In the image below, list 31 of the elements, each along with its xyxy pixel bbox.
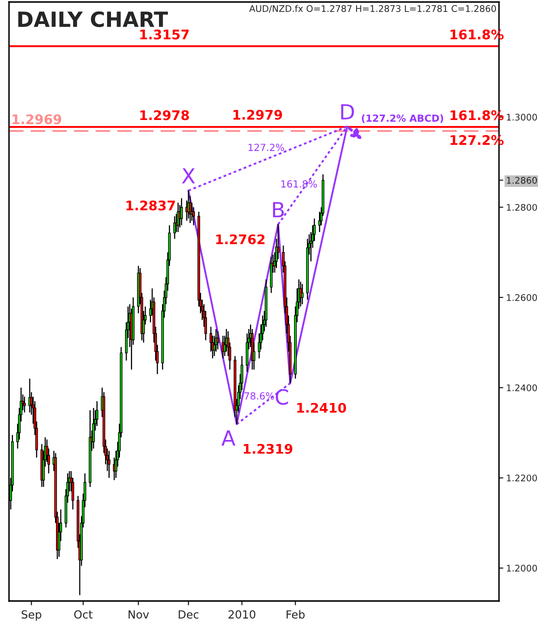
x-tick-label: Feb [286,610,305,619]
data-label: 1.2410 [297,402,346,413]
annotation: D [341,104,354,120]
x-tick-label: Nov [128,610,149,619]
data-label: 1.2762 [216,234,265,244]
annotation: B [273,202,284,218]
x-tick-label: 2010 [228,610,256,619]
y-tick-label: 1.3000 [506,114,537,121]
data-label: 1.2837 [126,200,175,210]
y-tick-label: 1.2200 [506,474,537,482]
annotation: 1.3157 [140,30,189,40]
chart-subtitle: AUD/NZD.fx O=1.2787 H=1.2873 L=1.2781 C=1.2860 [249,4,496,13]
x-tick-label: Sep [22,610,42,621]
y-tick-label: 1.2000 [506,564,537,572]
x-tick-label: Oct [74,610,93,619]
annotation: 161.8% [281,180,317,188]
annotation: 127.2% [248,144,284,152]
x-tick-label: Dec [178,610,198,619]
annotation: X [182,168,195,184]
annotation: 1.2969 [12,114,62,124]
annotation: 1.2979 [233,110,282,120]
chart-title: DAILY CHART [18,11,168,28]
y-tick-label: 1.2400 [506,384,537,392]
y-tick-label: 1.2860 [506,176,537,184]
annotation: 78.6% [244,392,274,400]
annotation: A [221,430,236,446]
data-label: 1.2319 [244,444,292,454]
annotation: (127.2% ABCD) [362,114,444,123]
y-tick-label: 1.2600 [506,294,537,301]
y-tick-label: 1.2800 [506,204,537,211]
annotation: 1.2978 [140,110,189,120]
